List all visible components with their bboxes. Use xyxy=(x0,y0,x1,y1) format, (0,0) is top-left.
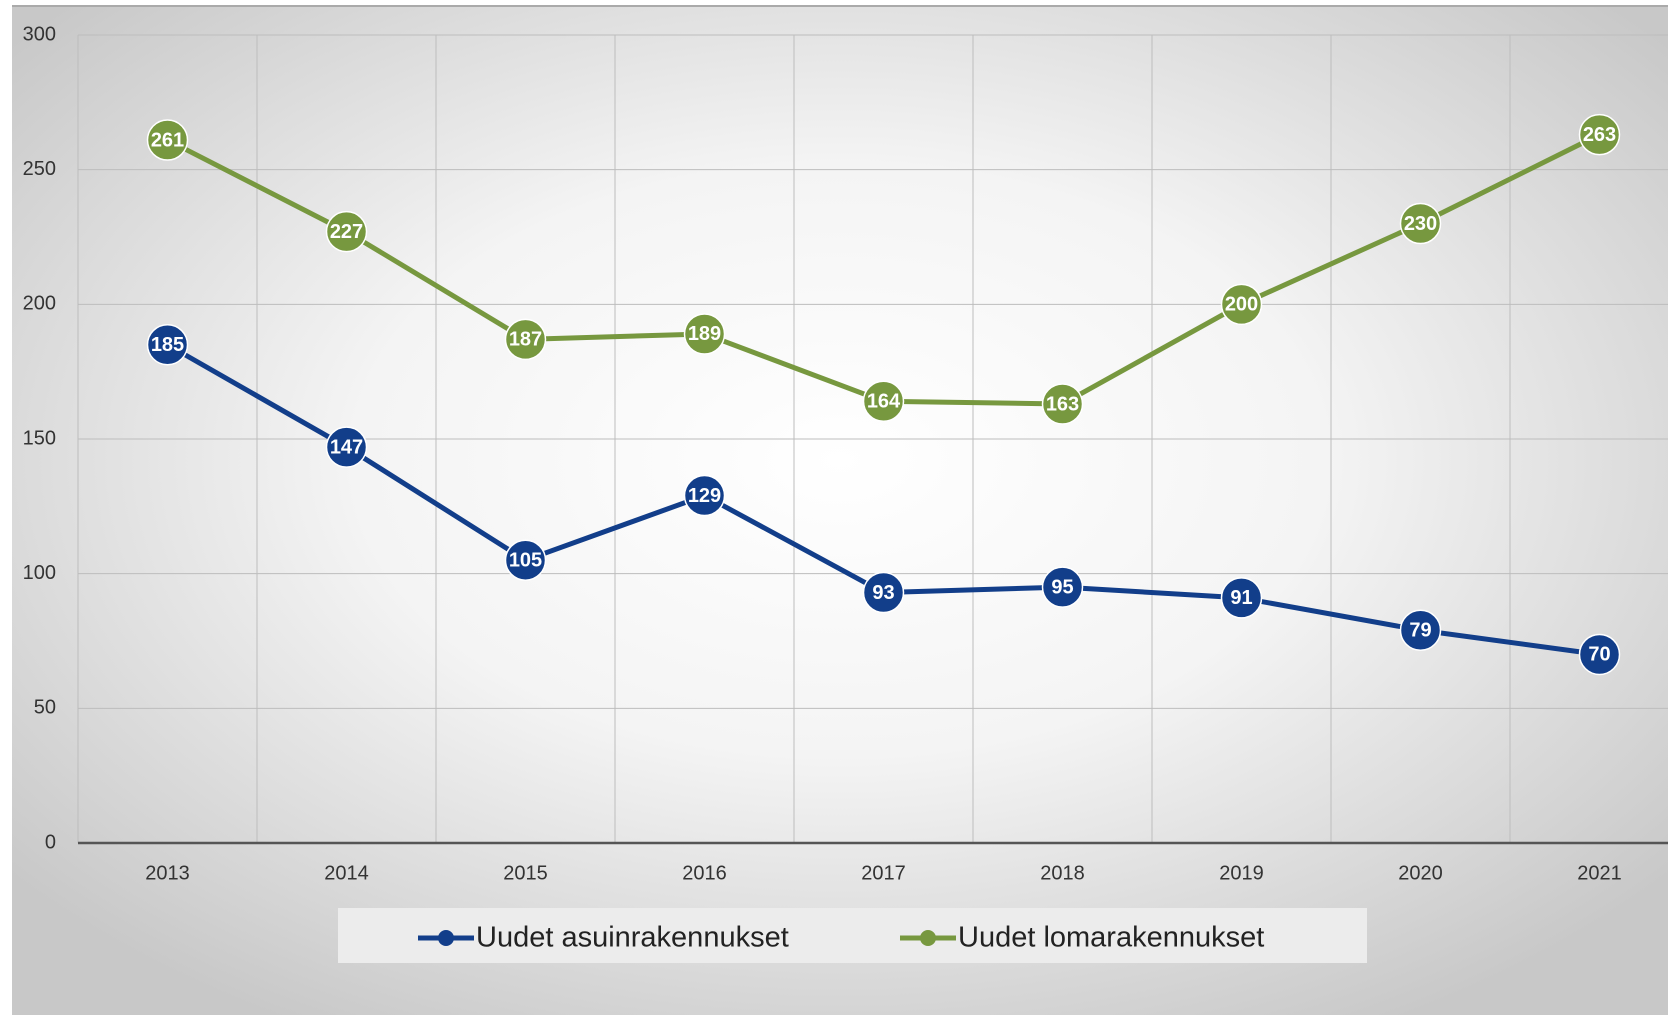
value-label: 261 xyxy=(151,129,184,151)
point xyxy=(862,571,905,614)
legend-box xyxy=(338,908,1367,963)
y-tick-label: 150 xyxy=(23,427,56,449)
y-tick-label: 50 xyxy=(34,697,56,719)
value-label: 263 xyxy=(1583,124,1616,146)
point xyxy=(146,323,189,366)
point xyxy=(325,426,368,468)
value-label: 163 xyxy=(1046,393,1079,415)
legend-marker xyxy=(438,930,454,946)
value-label: 91 xyxy=(1230,587,1252,609)
x-tick-label: 2018 xyxy=(1040,862,1085,884)
y-tick-label: 200 xyxy=(23,293,56,315)
point xyxy=(1399,202,1442,245)
legend-label: Uudet lomarakennukset xyxy=(958,922,1264,954)
value-label: 227 xyxy=(330,221,363,243)
x-tick-label: 2019 xyxy=(1219,862,1264,884)
point xyxy=(1578,633,1621,676)
point xyxy=(1578,113,1621,156)
value-label: 105 xyxy=(509,549,542,571)
point xyxy=(862,380,905,423)
value-label: 95 xyxy=(1051,576,1073,598)
x-tick-label: 2016 xyxy=(682,862,727,884)
point xyxy=(1041,383,1084,425)
y-tick-label: 0 xyxy=(45,831,56,853)
value-label: 185 xyxy=(151,334,184,356)
legend-marker xyxy=(920,930,936,946)
point xyxy=(504,318,547,361)
value-label: 189 xyxy=(688,323,721,345)
x-tick-label: 2015 xyxy=(503,862,548,884)
value-label: 70 xyxy=(1588,644,1610,666)
value-label: 79 xyxy=(1409,620,1431,642)
y-tick-label: 300 xyxy=(23,23,56,45)
y-tick-label: 250 xyxy=(23,158,56,180)
value-label: 147 xyxy=(330,436,363,458)
x-tick-label: 2020 xyxy=(1398,862,1443,884)
point xyxy=(325,210,368,253)
x-tick-label: 2017 xyxy=(861,862,906,884)
point xyxy=(1041,566,1084,608)
point xyxy=(683,474,726,517)
point xyxy=(146,119,189,161)
point xyxy=(1399,609,1442,651)
value-label: 200 xyxy=(1225,294,1258,316)
point xyxy=(1220,283,1263,326)
x-tick-label: 2014 xyxy=(324,862,369,884)
background xyxy=(12,6,1668,1015)
value-label: 129 xyxy=(688,485,721,507)
point xyxy=(683,313,726,355)
value-label: 164 xyxy=(867,391,901,413)
value-label: 230 xyxy=(1404,213,1437,235)
value-label: 187 xyxy=(509,329,542,351)
value-label: 93 xyxy=(872,582,894,604)
point xyxy=(1220,577,1263,619)
legend-label: Uudet asuinrakennukset xyxy=(476,922,789,954)
x-tick-label: 2013 xyxy=(145,862,190,884)
x-tick-label: 2021 xyxy=(1577,862,1622,884)
y-tick-label: 100 xyxy=(23,562,56,584)
point xyxy=(504,539,547,581)
